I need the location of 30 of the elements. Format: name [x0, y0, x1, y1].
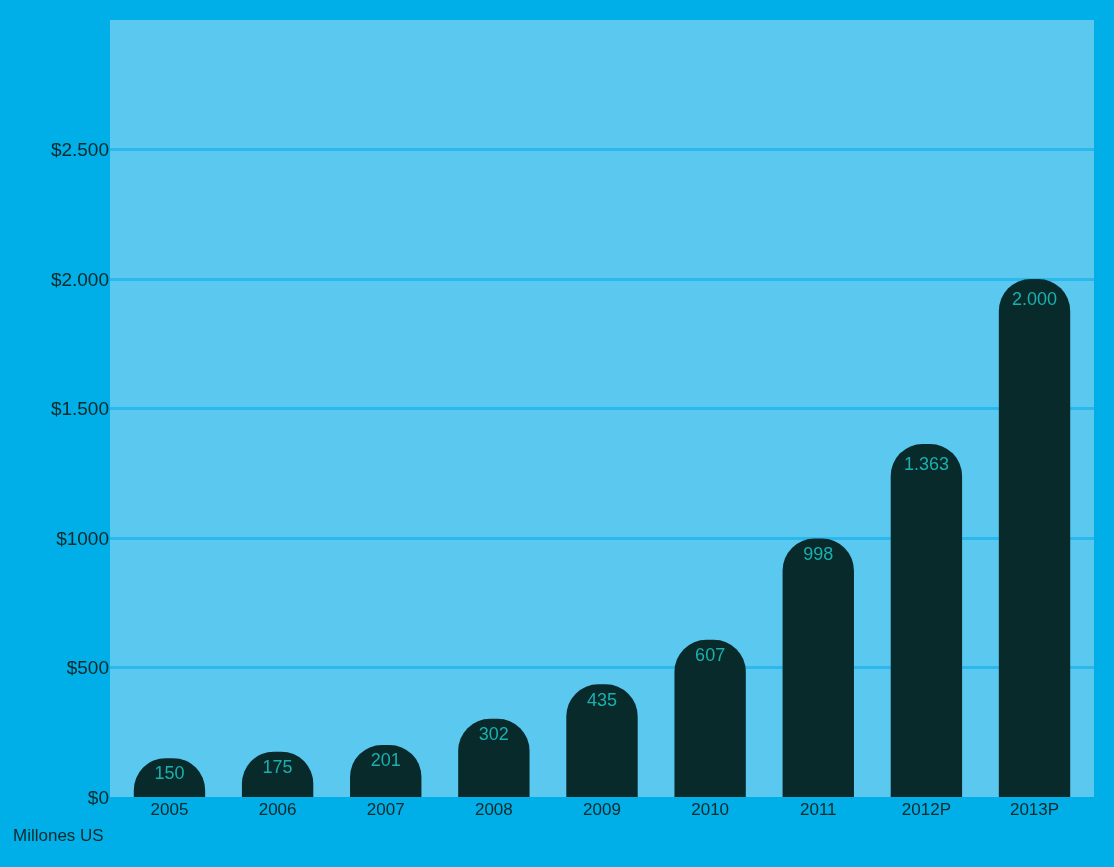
x-tick-label: 2009: [583, 800, 621, 819]
data-label: 1.363: [903, 453, 949, 474]
x-tick-label: 2013P: [1009, 800, 1060, 819]
x-tick-label: 2012P: [901, 800, 951, 819]
data-label: 607: [695, 645, 726, 666]
y-tick-label: $2.000: [50, 268, 109, 290]
bar: [782, 538, 854, 797]
x-tick-label: 2005: [150, 800, 189, 819]
text: Millones US: [13, 826, 104, 845]
y-tick-label: $1.500: [50, 398, 109, 420]
y-tick-label: $500: [66, 657, 109, 679]
data-label: 2.000: [1012, 288, 1058, 309]
data-label: 175: [262, 756, 293, 777]
y-tick-label: $0: [87, 786, 109, 808]
x-tick-label: 2011: [799, 800, 837, 819]
x-tick-label: 2007: [366, 800, 405, 819]
x-tick-label: 2006: [258, 800, 297, 819]
y-tick-label: $1000: [56, 527, 109, 549]
data-label: 150: [154, 763, 185, 784]
bar: [674, 639, 746, 797]
bar: [890, 443, 963, 797]
data-label: 435: [586, 689, 618, 710]
y-tick-label: $2.500: [50, 139, 109, 161]
x-tick-label: 2008: [474, 800, 513, 819]
data-label: 201: [370, 750, 401, 771]
x-tick-label: 2010: [691, 800, 730, 819]
bar: [998, 279, 1071, 797]
bar: [566, 684, 638, 797]
data-label: 302: [478, 724, 509, 745]
data-label: 998: [803, 543, 834, 564]
